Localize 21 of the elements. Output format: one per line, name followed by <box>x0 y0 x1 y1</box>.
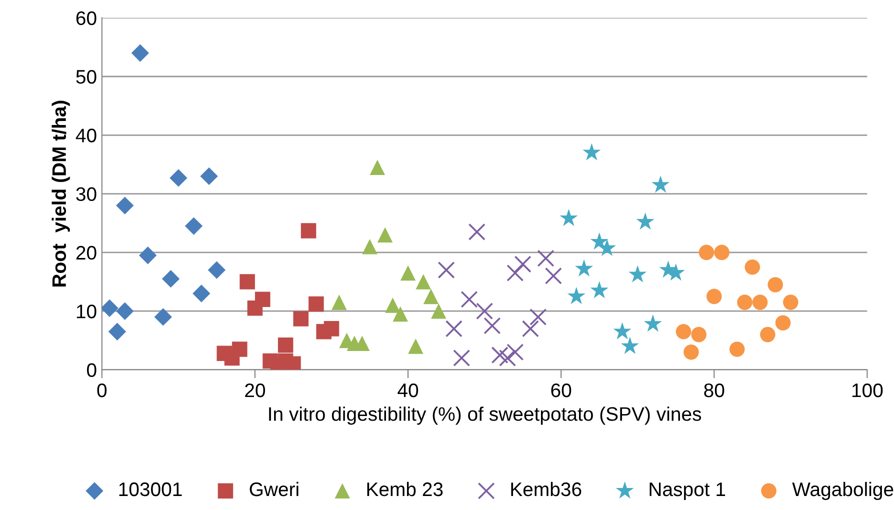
y-axis-title: Root yield (DM t/ha) <box>52 100 70 286</box>
y-tick-label: 30 <box>76 187 96 202</box>
x-tick-label: 20 <box>245 383 266 398</box>
x-tick-label: 80 <box>704 383 724 398</box>
legend-label: Gweri <box>250 482 298 496</box>
legend-label: Naspot 1 <box>650 482 726 500</box>
y-tick-label: 10 <box>76 304 96 318</box>
x-tick-label: 60 <box>551 383 572 398</box>
x-tick-label: 0 <box>97 383 107 398</box>
y-tick-label: 60 <box>76 11 96 26</box>
legend-label: Kemb 23 <box>367 482 443 496</box>
legend-label: 103001 <box>119 482 182 496</box>
x-tick-label: 100 <box>852 383 883 398</box>
legend-label: Kemb36 <box>511 482 582 496</box>
y-tick-label: 20 <box>76 246 96 260</box>
legend-label: Wagabolige <box>792 482 894 500</box>
x-tick-label: 40 <box>398 383 418 398</box>
y-tick-label: 50 <box>76 70 96 84</box>
y-tick-label: 0 <box>87 363 96 377</box>
y-tick-label: 40 <box>76 128 96 142</box>
x-axis-title: In vitro digestibility (%) of sweetpotato (SPV) vines <box>269 406 702 425</box>
